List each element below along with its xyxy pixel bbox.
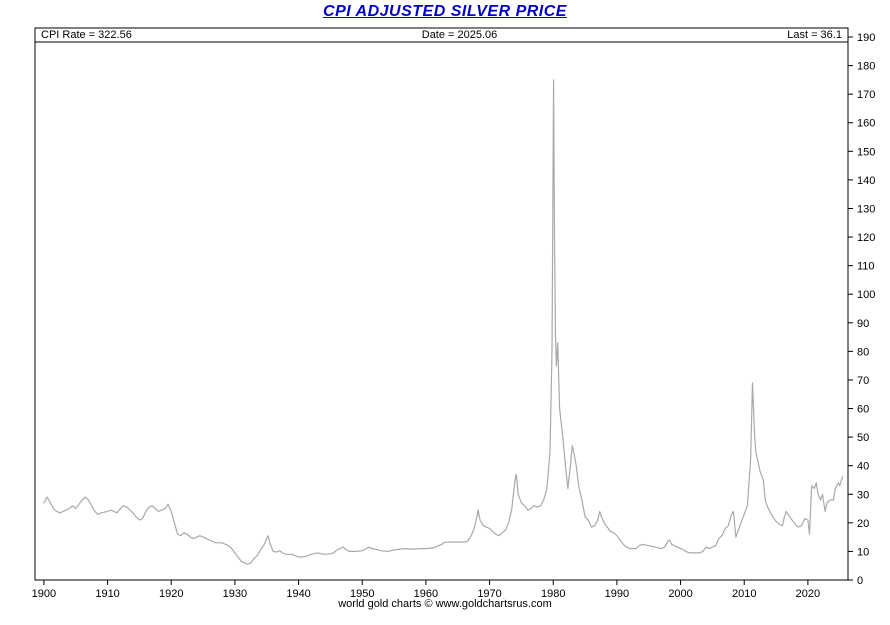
x-tick-label: 1940: [286, 588, 310, 600]
y-tick-label: 70: [857, 375, 869, 387]
x-tick-label: 2000: [668, 588, 692, 600]
y-tick-label: 110: [857, 261, 875, 273]
plot-border: [34, 27, 849, 581]
y-tick-label: 140: [857, 175, 875, 187]
x-tick-label: 1910: [95, 588, 119, 600]
x-tick-label: 1900: [32, 588, 56, 600]
y-tick-label: 130: [857, 203, 875, 215]
price-line: [43, 79, 844, 565]
y-tick-label: 160: [857, 118, 875, 130]
y-tick-label: 80: [857, 346, 869, 358]
x-tick-label: 1960: [414, 588, 438, 600]
y-tick-label: 0: [857, 575, 863, 587]
x-tick-label: 1970: [477, 588, 501, 600]
chart-title: CPI ADJUSTED SILVER PRICE: [323, 3, 567, 20]
header-cpi-rate: CPI Rate = 322.56: [41, 29, 132, 41]
y-tick-label: 30: [857, 489, 869, 501]
y-tick-label: 60: [857, 404, 869, 416]
y-tick-label: 50: [857, 432, 869, 444]
header-last: Last = 36.1: [787, 29, 842, 41]
footer-credit: world gold charts © www.goldchartsrus.co…: [338, 598, 552, 610]
x-tick-label: 1980: [541, 588, 565, 600]
y-tick-label: 120: [857, 232, 875, 244]
header-strip: CPI Rate = 322.56 Date = 2025.06 Last = …: [35, 28, 848, 42]
y-tick-label: 10: [857, 546, 869, 558]
y-tick-label: 180: [857, 61, 875, 73]
y-tick-label: 40: [857, 461, 869, 473]
x-tick-label: 2020: [796, 588, 820, 600]
x-tick-label: 1990: [605, 588, 629, 600]
y-tick-label: 170: [857, 89, 875, 101]
x-tick-label: 1950: [350, 588, 374, 600]
y-tick-label: 100: [857, 289, 875, 301]
y-tick-label: 150: [857, 146, 875, 158]
x-tick-label: 1920: [159, 588, 183, 600]
x-tick-label: 1930: [223, 588, 247, 600]
x-tick-label: 2010: [732, 588, 756, 600]
header-date: Date = 2025.06: [421, 29, 498, 41]
y-tick-label: 190: [857, 32, 875, 44]
y-tick-label: 20: [857, 518, 869, 530]
y-tick-label: 90: [857, 318, 869, 330]
